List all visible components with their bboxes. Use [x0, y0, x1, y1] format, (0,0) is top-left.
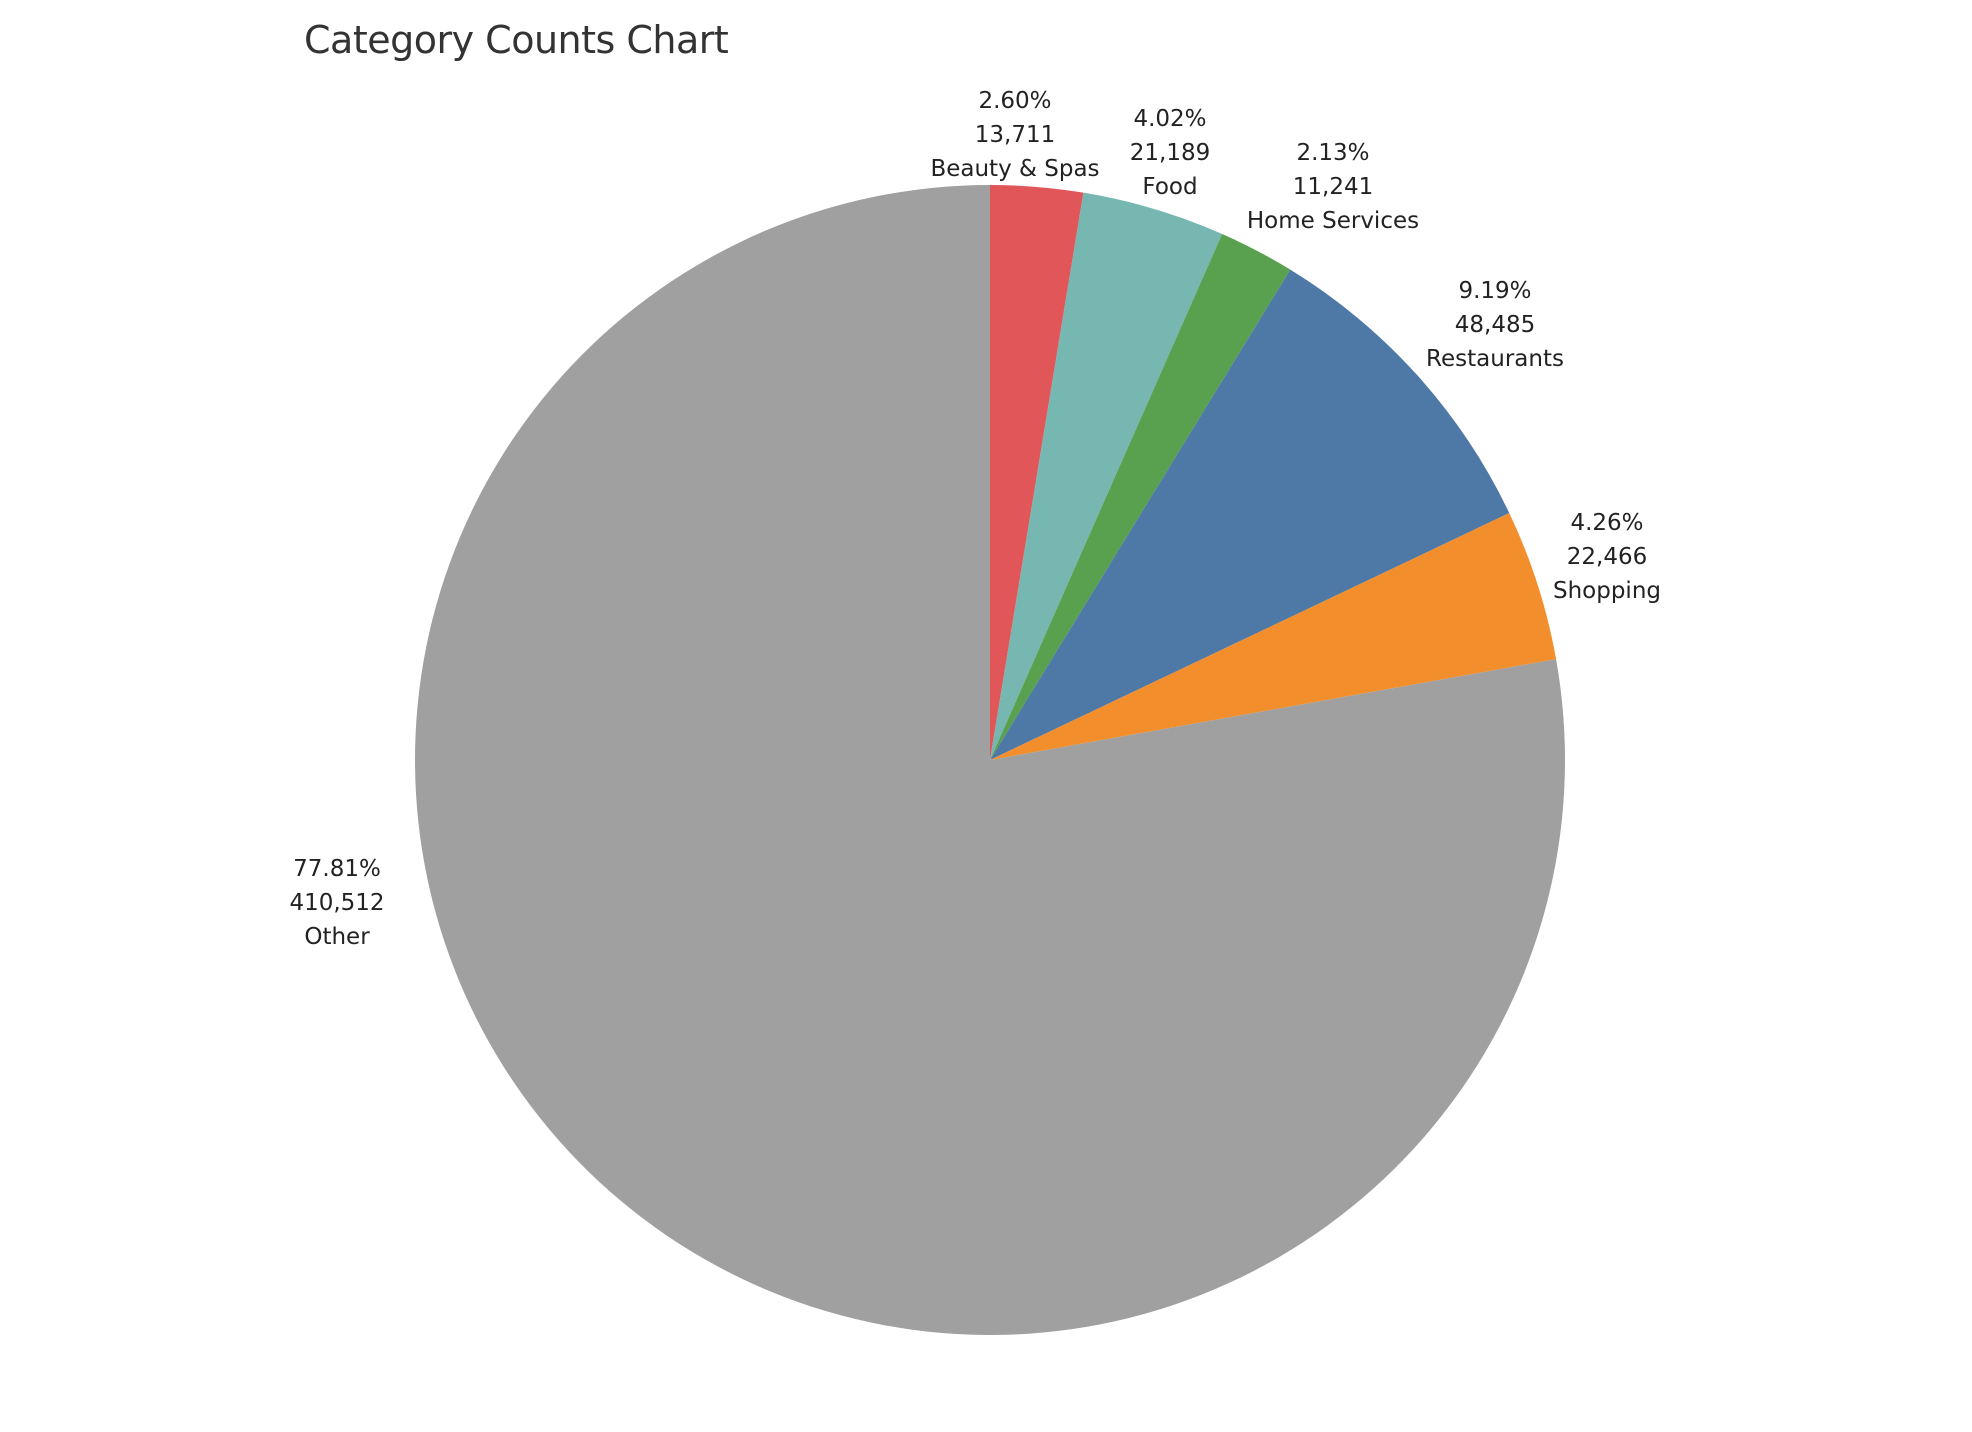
slice-percent-label-shopping: 4.26% — [1570, 510, 1643, 536]
slice-percent-label-beauty-spas: 2.60% — [978, 88, 1051, 114]
slice-name-label-other: Other — [304, 924, 370, 950]
chart-title: Category Counts Chart — [304, 18, 729, 62]
slice-value-label-home-services: 11,241 — [1293, 174, 1373, 200]
pie-slices — [414, 184, 1565, 1335]
slice-percent-label-home-services: 2.13% — [1296, 140, 1369, 166]
pie-slice-food[interactable] — [990, 192, 1223, 760]
slice-value-label-beauty-spas: 13,711 — [975, 122, 1055, 148]
slice-value-label-restaurants: 48,485 — [1455, 312, 1535, 338]
slice-name-label-restaurants: Restaurants — [1426, 346, 1564, 372]
slice-percent-label-restaurants: 9.19% — [1458, 278, 1531, 304]
pie-slice-restaurants[interactable] — [990, 269, 1510, 760]
slice-percent-label-food: 4.02% — [1133, 106, 1206, 132]
pie-slice-home-services[interactable] — [990, 233, 1291, 760]
pie-slice-other[interactable] — [414, 184, 1565, 1335]
pie-slice-beauty-spas[interactable] — [990, 185, 1084, 760]
slice-name-label-shopping: Shopping — [1553, 578, 1661, 604]
pie-labels: 2.60% 13,711 Beauty & Spas 4.02% 21,189 Food 2… — [289, 88, 1661, 950]
pie-slice-shopping[interactable] — [990, 513, 1557, 760]
slice-name-label-beauty-spas: Beauty & Spas — [930, 156, 1099, 182]
slice-name-label-home-services: Home Services — [1247, 208, 1419, 234]
slice-name-label-food: Food — [1142, 174, 1197, 200]
slice-percent-label-other: 77.81% — [293, 856, 381, 882]
slice-value-label-other: 410,512 — [289, 890, 384, 916]
slice-value-label-food: 21,189 — [1130, 140, 1210, 166]
slice-value-label-shopping: 22,466 — [1567, 544, 1647, 570]
